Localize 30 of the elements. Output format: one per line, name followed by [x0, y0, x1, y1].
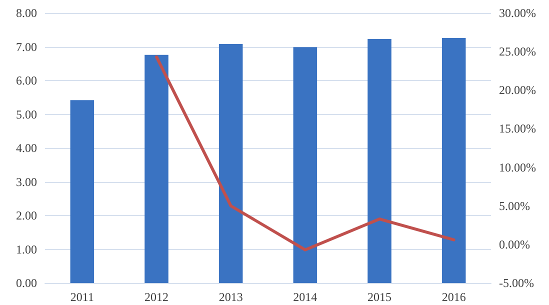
y2-tick-label: 25.00% — [499, 44, 536, 59]
y2-tick-label: 15.00% — [499, 122, 536, 136]
x-tick-label: 2012 — [144, 290, 168, 304]
y-tick-label: 8.00 — [16, 6, 37, 20]
bar — [368, 38, 392, 283]
y-tick-label: 6.00 — [16, 74, 37, 88]
bar — [218, 44, 243, 283]
y-tick-label: 1.00 — [16, 242, 37, 256]
y2-tick-label: 30.00% — [499, 6, 536, 20]
bar — [144, 54, 168, 283]
x-tick-label: 2013 — [218, 290, 243, 304]
bar — [442, 38, 466, 283]
y-tick-label: 0.00 — [16, 276, 37, 290]
x-tick-label: 2015 — [368, 290, 392, 304]
x-tick-label: 2014 — [293, 290, 318, 304]
x-tick-label: 2016 — [442, 290, 466, 304]
y-tick-label: 7.00 — [16, 40, 37, 54]
x-tick-label: 2011 — [70, 290, 94, 304]
y2-tick-label: -5.00% — [499, 276, 534, 290]
y-tick-label: 5.00 — [16, 107, 37, 122]
y-tick-label: 3.00 — [16, 174, 37, 189]
line-series — [155, 55, 456, 252]
y2-tick-label: 5.00% — [499, 198, 530, 213]
bar — [70, 100, 94, 283]
y-tick-label: 2.00 — [16, 208, 37, 222]
bar — [293, 47, 318, 283]
y2-tick-label: 10.00% — [499, 160, 536, 174]
y2-tick-label: 0.00% — [499, 237, 530, 252]
y-tick-label: 4.00 — [16, 141, 37, 155]
y2-tick-label: 20.00% — [499, 83, 536, 98]
